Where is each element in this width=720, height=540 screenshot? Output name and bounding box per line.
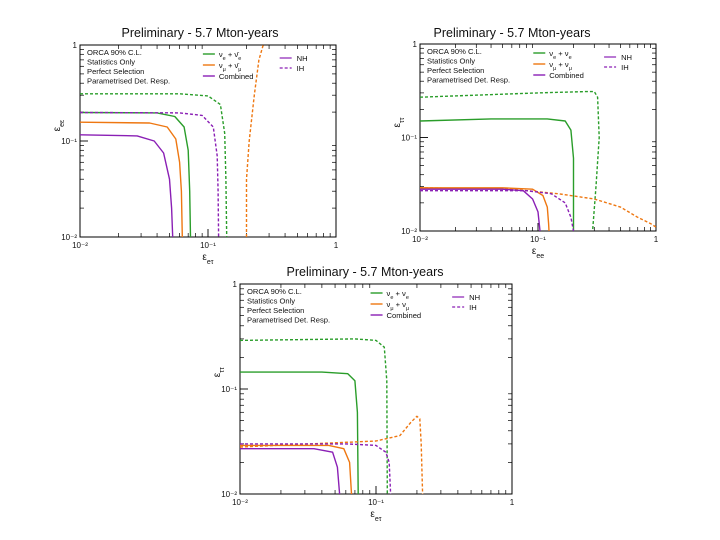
plot-frame — [239, 283, 513, 495]
info-text-line: Statistics Only — [427, 57, 475, 66]
y-tick-label: 10⁻¹ — [221, 385, 237, 394]
legend-label: Combined — [387, 311, 422, 320]
legend-hierarchy-label: IH — [297, 64, 305, 73]
legend-hierarchy-label: NH — [469, 293, 480, 302]
info-text-line: ORCA 90% C.L. — [247, 287, 302, 296]
info-text-line: ORCA 90% C.L. — [87, 48, 142, 57]
x-axis-label: εeτ — [202, 252, 213, 266]
series-line-numu-ih — [245, 45, 264, 237]
y-axis-label: εττ — [392, 117, 406, 127]
series-line-nue-ih — [240, 338, 388, 494]
series-group — [420, 90, 656, 231]
series-line-combined-ih — [420, 189, 575, 231]
info-text-line: Statistics Only — [87, 58, 135, 67]
info-text-line: Parametrised Det. Resp. — [87, 77, 170, 86]
chart-top-right: Preliminary - 5.7 Mton-years 10⁻² 10⁻¹ 1 10⁻… — [392, 26, 659, 260]
series-line-nue-nh — [240, 371, 359, 494]
x-tick-label: 10⁻¹ — [200, 241, 216, 250]
series-line-combined-nh — [420, 188, 541, 231]
chart-title: Preliminary - 5.7 Mton-years — [434, 26, 591, 40]
y-tick-label: 1 — [233, 280, 238, 289]
series-line-numu-nh — [420, 187, 550, 231]
legend-label: νe + νe — [387, 289, 409, 301]
legend-hierarchy-label: IH — [469, 303, 477, 312]
x-tick-label: 10⁻² — [232, 498, 248, 507]
legend-label: νμ + νμ — [549, 60, 572, 72]
legend-label: νe + νe — [549, 49, 571, 61]
x-tick-label: 1 — [334, 241, 339, 250]
plot-frame — [79, 44, 337, 238]
y-tick-label: 10⁻² — [401, 227, 417, 236]
y-tick-label: 10⁻¹ — [401, 134, 417, 143]
series-line-numu-nh — [240, 444, 353, 494]
chart-bottom: Preliminary - 5.7 Mton-years 10⁻² 10⁻¹ 1 10⁻… — [212, 265, 515, 523]
series-line-numu-ih — [240, 415, 424, 494]
y-tick-label: 10⁻² — [61, 233, 77, 242]
chart-top-left: Preliminary - 5.7 Mton-years 10⁻² 10⁻¹ 1 10⁻… — [52, 26, 339, 266]
y-axis-label: εττ — [212, 367, 226, 377]
info-text-line: Perfect Selection — [427, 66, 484, 75]
series-group — [240, 338, 424, 494]
chart-title: Preliminary - 5.7 Mton-years — [287, 265, 444, 279]
series-line-combined-nh — [240, 448, 341, 494]
series-line-nue-ih — [420, 90, 600, 231]
legend-label: νe + ν̄e — [219, 50, 241, 62]
legend-hierarchy-label: NH — [621, 53, 632, 62]
legend-label: Combined — [219, 72, 254, 81]
x-axis-label: εeτ — [370, 509, 381, 523]
legend-label: νμ + νμ — [387, 300, 410, 312]
legend-label: Combined — [549, 71, 584, 80]
x-tick-label: 10⁻² — [72, 241, 88, 250]
y-tick-label: 1 — [73, 41, 78, 50]
series-line-combined-ih — [240, 443, 392, 494]
series-line-combined-nh — [80, 134, 174, 237]
y-axis-label: εeε — [52, 120, 66, 131]
x-tick-label: 10⁻² — [412, 235, 428, 244]
info-text-line: ORCA 90% C.L. — [427, 47, 482, 56]
series-line-numu-nh — [80, 121, 183, 237]
y-tick-label: 10⁻¹ — [61, 137, 77, 146]
x-tick-label: 1 — [654, 235, 659, 244]
x-axis-label: εee — [532, 246, 544, 260]
info-text-line: Statistics Only — [247, 297, 295, 306]
legend-label: νμ + ν̄μ — [219, 61, 242, 73]
series-line-nue-nh — [420, 118, 575, 231]
legend-hierarchy-label: NH — [297, 54, 308, 63]
chart-title: Preliminary - 5.7 Mton-years — [122, 26, 279, 40]
x-tick-label: 1 — [510, 498, 515, 507]
info-text-line: Parametrised Det. Resp. — [427, 76, 510, 85]
info-text-line: Parametrised Det. Resp. — [247, 316, 330, 325]
x-tick-label: 10⁻¹ — [368, 498, 384, 507]
info-text-line: Perfect Selection — [247, 306, 304, 315]
series-line-combined-ih — [80, 111, 220, 237]
y-tick-label: 1 — [413, 40, 418, 49]
series-group — [80, 45, 264, 237]
legend-hierarchy-label: IH — [621, 63, 629, 72]
y-tick-label: 10⁻² — [221, 490, 237, 499]
info-text-line: Perfect Selection — [87, 67, 144, 76]
x-tick-label: 10⁻¹ — [530, 235, 546, 244]
